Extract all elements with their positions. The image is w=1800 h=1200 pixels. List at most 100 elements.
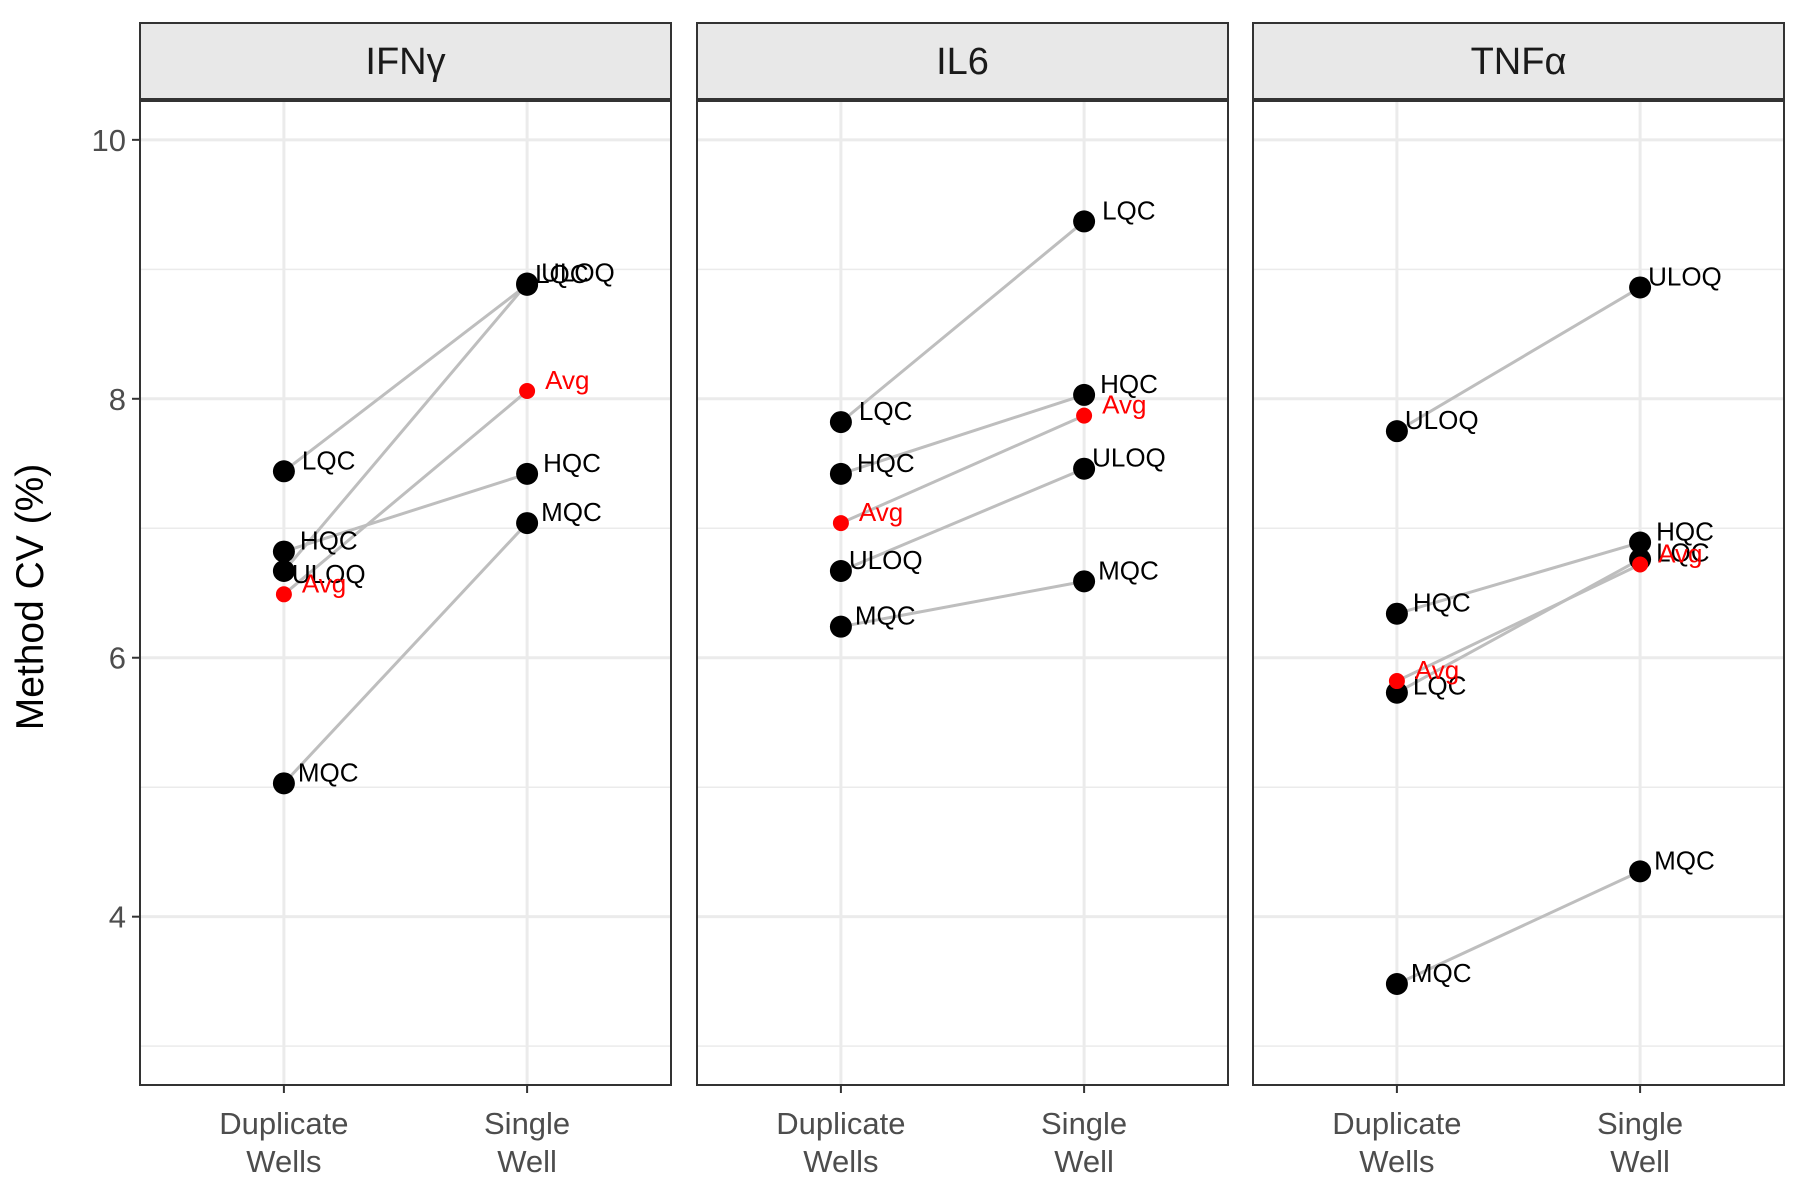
point-label: LQC: [859, 396, 912, 426]
data-point-mqc: [829, 615, 852, 638]
data-point-mqc: [516, 512, 539, 535]
point-label: HQC: [857, 448, 915, 478]
x-tick-label: Well: [1610, 1144, 1670, 1179]
point-label: Avg: [302, 568, 346, 598]
panel-background: [1253, 101, 1784, 1085]
x-tick-label: Wells: [1359, 1144, 1434, 1179]
x-tick-label: Wells: [803, 1144, 878, 1179]
series-line-lqc: [839, 220, 1086, 424]
data-point-hqc: [1629, 531, 1652, 554]
data-point-uloq: [516, 272, 539, 295]
data-point-uloq: [1073, 457, 1096, 480]
data-point-uloq: [1385, 420, 1408, 443]
x-tick-label: Duplicate: [1332, 1106, 1461, 1141]
point-label: MQC: [855, 601, 916, 631]
data-point-mqc: [1385, 973, 1408, 996]
point-label: MQC: [541, 497, 602, 527]
data-point-avg: [1388, 673, 1405, 690]
data-point-mqc: [1629, 860, 1652, 883]
panel-border: [1252, 100, 1785, 1086]
x-tick-label: Duplicate: [776, 1106, 905, 1141]
panel-strip-title: TNFα: [1471, 41, 1567, 83]
series-line-uloq: [840, 467, 1085, 573]
panel-strip: [1252, 22, 1785, 100]
y-tick-label: 4: [109, 900, 126, 935]
y-tick-label: 10: [92, 123, 126, 158]
series-line-hqc: [1396, 541, 1641, 616]
data-point-lqc: [829, 411, 852, 434]
data-point-avg: [1076, 407, 1093, 424]
series-line-lqc: [282, 283, 529, 473]
x-tick-label: Well: [497, 1144, 557, 1179]
data-point-uloq: [272, 559, 295, 582]
point-label: ULOQ: [1405, 405, 1479, 435]
point-label: MQC: [1098, 555, 1159, 585]
y-tick-label: 6: [109, 641, 126, 676]
point-label: LQC: [1102, 195, 1155, 225]
data-point-avg: [275, 586, 292, 603]
data-point-lqc: [1073, 210, 1096, 233]
data-point-uloq: [829, 559, 852, 582]
series-line-mqc: [1396, 870, 1641, 986]
point-label: ULOQ: [292, 559, 366, 589]
data-point-uloq: [1629, 276, 1652, 299]
panel-strip: [139, 22, 672, 100]
panel-background: [140, 101, 671, 1085]
data-point-avg: [519, 383, 536, 400]
point-label: MQC: [1411, 958, 1472, 988]
data-point-mqc: [1073, 570, 1096, 593]
point-label: HQC: [1656, 517, 1714, 547]
point-label: LQC: [535, 259, 588, 289]
point-label: Avg: [1415, 655, 1459, 685]
point-label: LQC: [302, 445, 355, 475]
series-line-avg: [840, 414, 1085, 525]
point-label: ULOQ: [1092, 443, 1166, 473]
panel-background: [697, 101, 1228, 1085]
point-label: MQC: [1654, 845, 1715, 875]
panel-IL6: IL6 LQC LQC HQC HQC ULOQ ULOQ MQC MQC Avg Avg Dupli…: [696, 22, 1229, 1179]
panel-TNFα: TNFαULOQULOQHQCHQCLQCLQCMQCMQCAvgAvgDupl…: [1252, 22, 1785, 1179]
series-line-lqc: [1396, 558, 1641, 695]
y-axis: 4 6 8 10: [92, 123, 140, 935]
panel-strip-title: IL6: [936, 41, 989, 83]
data-point-avg: [1632, 556, 1649, 573]
x-tick-label: Well: [1054, 1144, 1114, 1179]
point-label: HQC: [1100, 369, 1158, 399]
panel-strip-title: IFNγ: [365, 41, 445, 83]
facet-panels: IFNγLQCLQCHQCHQCULOQULOQMQCMQCAvgAvgDupl…: [139, 22, 1785, 1179]
data-point-hqc: [516, 462, 539, 485]
series-line-mqc: [282, 522, 529, 785]
data-point-hqc: [1385, 602, 1408, 625]
point-label: Avg: [1658, 539, 1702, 569]
series-line-avg: [282, 389, 529, 596]
y-axis-title: Method CV (%): [9, 464, 52, 731]
series-line-uloq: [282, 282, 529, 572]
point-label: ULOQ: [1648, 261, 1722, 291]
data-point-hqc: [829, 462, 852, 485]
point-label: Avg: [1102, 390, 1146, 420]
data-point-hqc: [1073, 383, 1096, 406]
data-point-avg: [832, 515, 849, 532]
series-line-mqc: [840, 579, 1085, 629]
point-label: ULOQ: [541, 258, 615, 288]
point-label: LQC: [1413, 671, 1466, 701]
point-label: LQC: [1656, 537, 1709, 567]
series-line-uloq: [1396, 286, 1641, 433]
point-label: HQC: [300, 526, 358, 556]
data-point-lqc: [1385, 681, 1408, 704]
point-label: HQC: [1413, 588, 1471, 618]
data-point-hqc: [272, 540, 295, 563]
series-line-avg: [1396, 563, 1641, 683]
data-point-mqc: [272, 772, 295, 795]
x-tick-label: Duplicate: [219, 1106, 348, 1141]
x-tick-label: Single: [1597, 1106, 1683, 1141]
point-label: Avg: [859, 497, 903, 527]
data-point-lqc: [272, 460, 295, 483]
point-label: HQC: [543, 448, 601, 478]
x-tick-label: Single: [1041, 1106, 1127, 1141]
point-label: Avg: [545, 365, 589, 395]
panel-border: [139, 100, 672, 1086]
series-line-hqc: [283, 472, 528, 553]
point-label: ULOQ: [849, 545, 923, 575]
